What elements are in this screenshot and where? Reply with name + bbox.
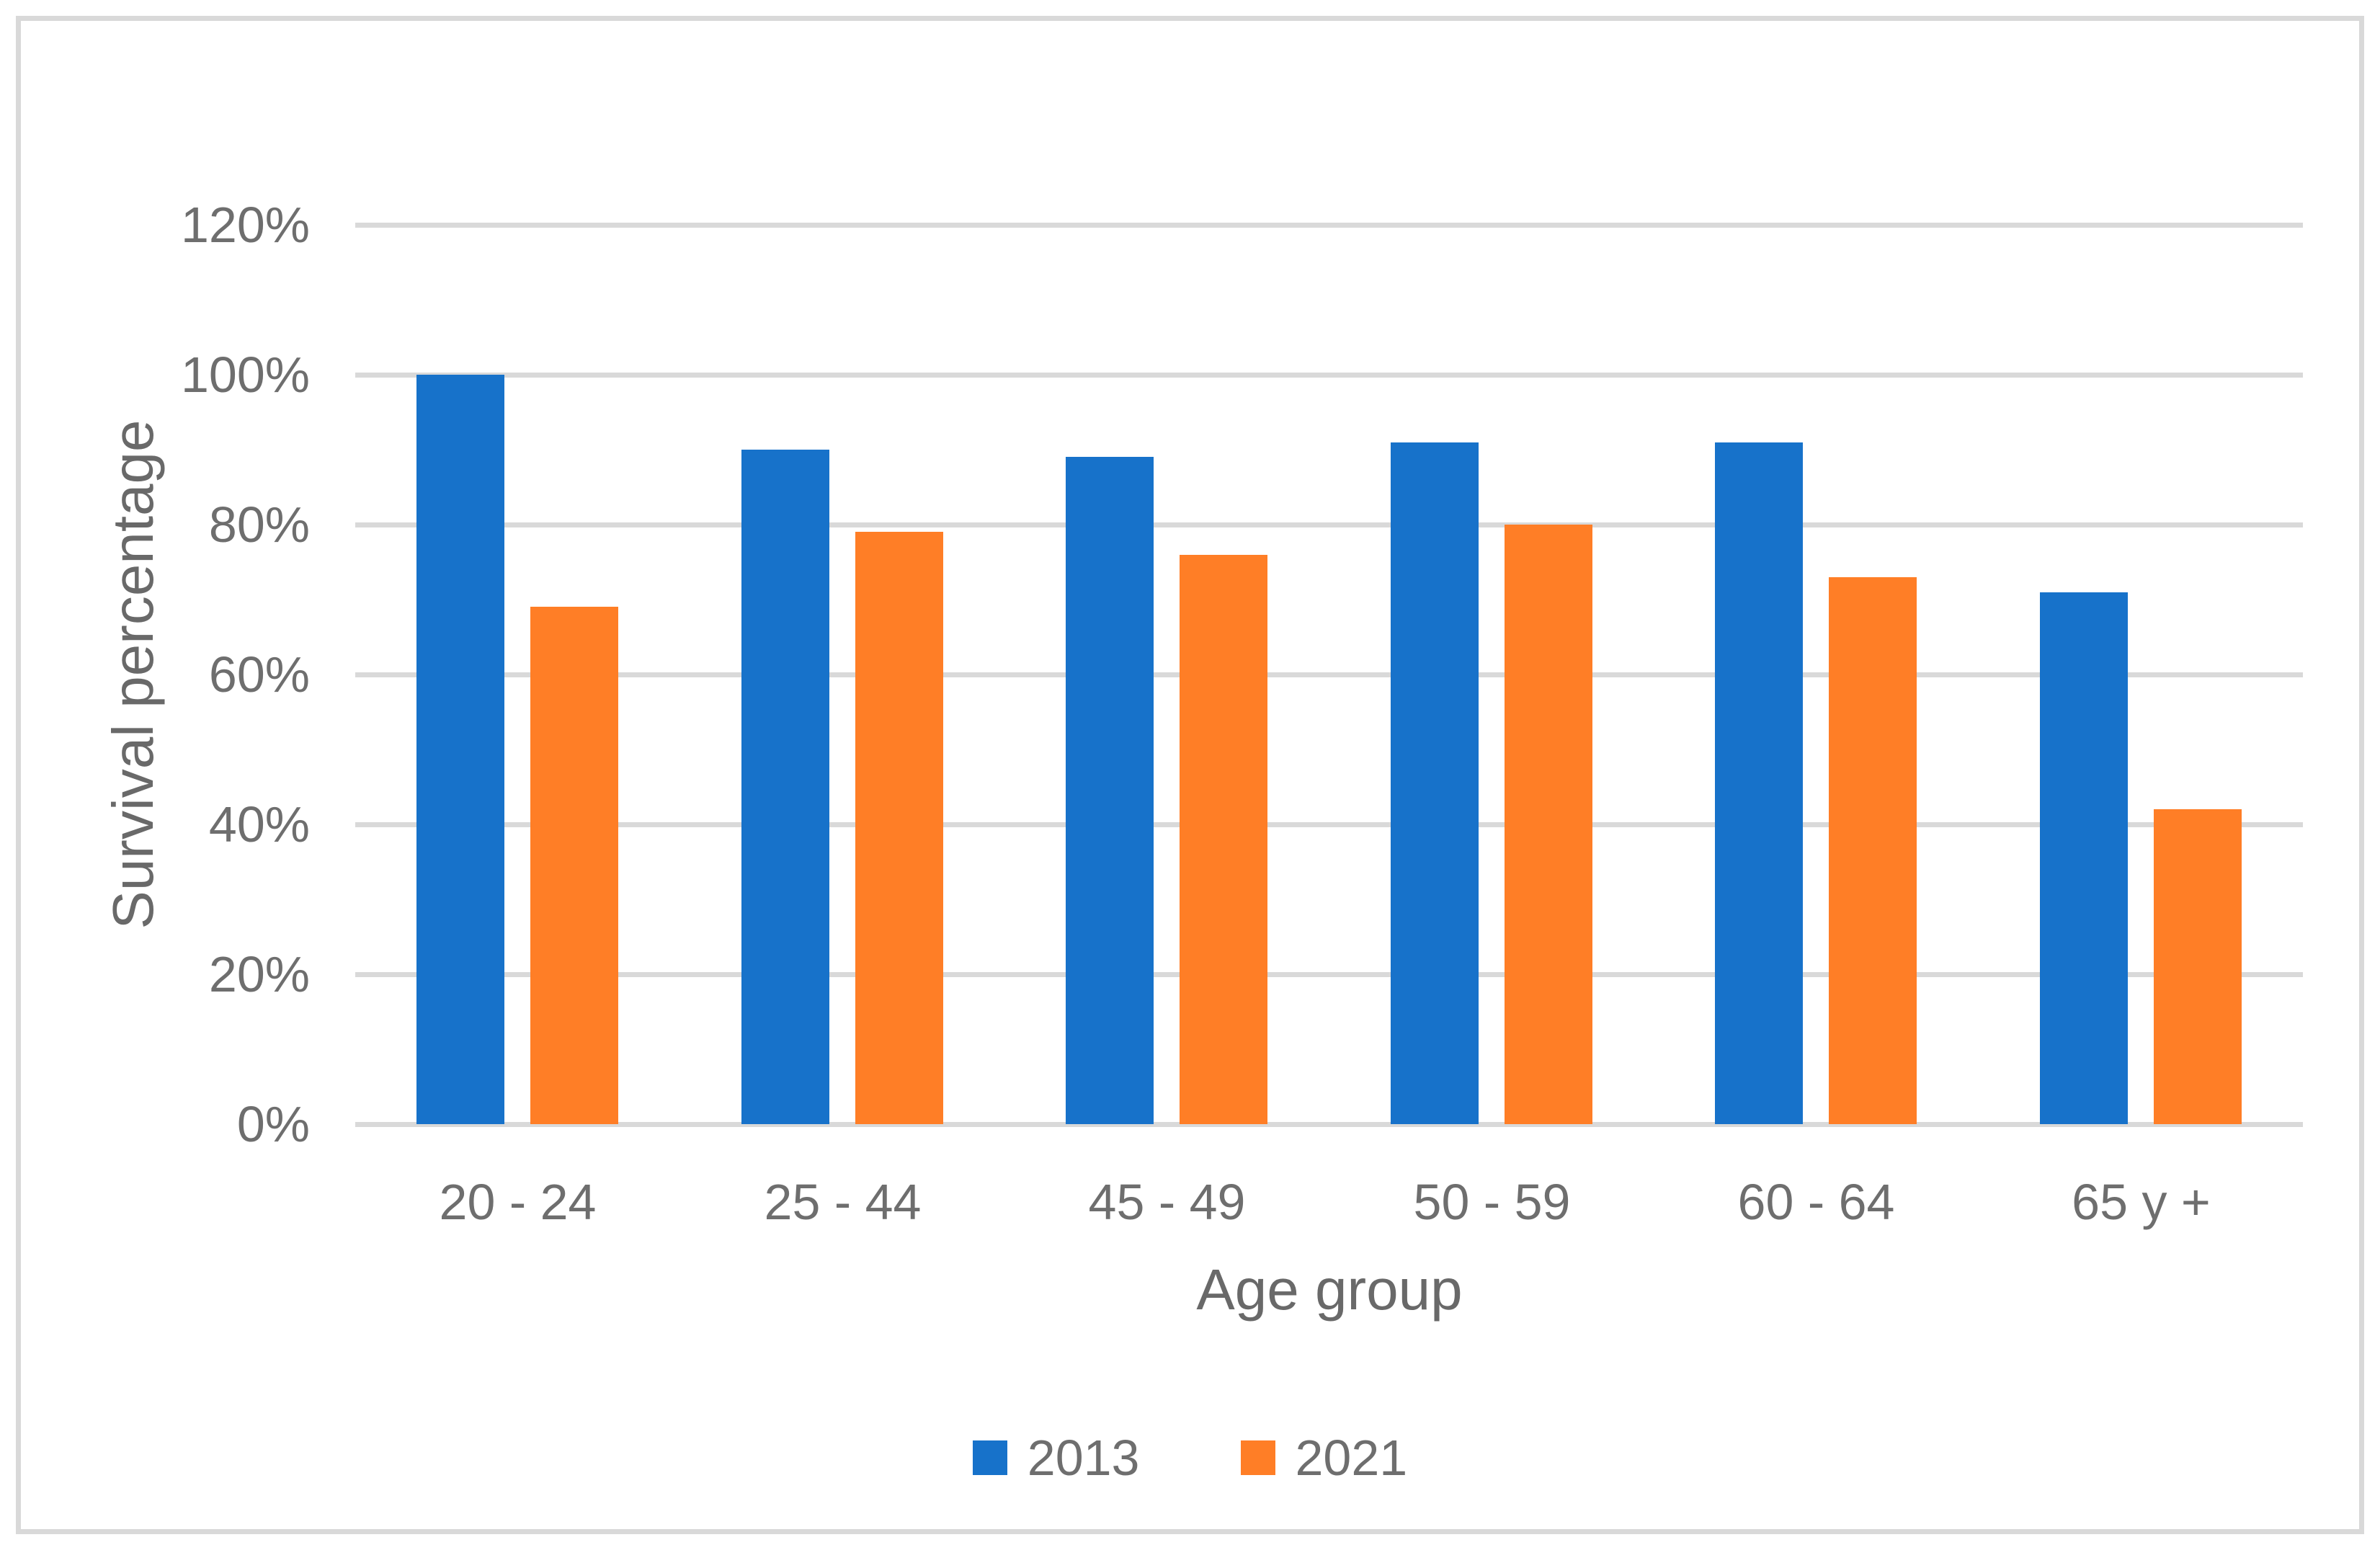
x-tick-label-0: 20 - 24	[439, 1174, 597, 1230]
y-tick-label-120: 120%	[180, 197, 310, 253]
gridline-120	[355, 223, 2303, 228]
legend-item-2013: 2013	[972, 1425, 1140, 1490]
legend-label-2021: 2021	[1295, 1430, 1408, 1486]
bar-2013-group-3	[1391, 442, 1479, 1124]
legend: 2013 2021	[0, 1425, 2380, 1490]
y-tick-label-60: 60%	[208, 646, 310, 703]
bar-2021-group-5	[2154, 809, 2242, 1124]
bar-2021-group-2	[1180, 555, 1267, 1124]
x-tick-label-5: 65 y +	[2072, 1174, 2211, 1230]
x-tick-label-3: 50 - 59	[1413, 1174, 1571, 1230]
bar-2021-group-3	[1505, 525, 1592, 1124]
bar-2021-group-1	[855, 532, 943, 1124]
y-tick-label-80: 80%	[208, 496, 310, 553]
legend-item-2021: 2021	[1240, 1425, 1408, 1490]
bar-2013-group-0	[416, 375, 504, 1124]
x-tick-label-1: 25 - 44	[764, 1174, 922, 1230]
y-tick-label-20: 20%	[208, 946, 310, 1002]
gridline-40	[355, 822, 2303, 827]
gridline-0	[355, 1122, 2303, 1127]
y-tick-label-40: 40%	[208, 796, 310, 852]
gridline-80	[355, 522, 2303, 527]
legend-label-2013: 2013	[1027, 1430, 1140, 1486]
gridline-100	[355, 373, 2303, 378]
y-tick-label-100: 100%	[180, 347, 310, 403]
legend-swatch-2021	[1240, 1440, 1275, 1475]
bar-2013-group-1	[741, 450, 829, 1124]
bar-2021-group-4	[1829, 577, 1917, 1124]
x-tick-label-4: 60 - 64	[1737, 1174, 1895, 1230]
gridline-20	[355, 972, 2303, 977]
y-tick-label-0: 0%	[236, 1096, 310, 1152]
bar-2013-group-2	[1066, 457, 1154, 1124]
x-tick-label-2: 45 - 49	[1088, 1174, 1246, 1230]
bar-2021-group-0	[530, 607, 618, 1124]
legend-swatch-2013	[972, 1440, 1007, 1475]
bar-2013-group-4	[1715, 442, 1803, 1124]
bar-2013-group-5	[2040, 592, 2128, 1124]
gridline-60	[355, 672, 2303, 677]
x-axis-title: Age group	[1196, 1257, 1463, 1322]
